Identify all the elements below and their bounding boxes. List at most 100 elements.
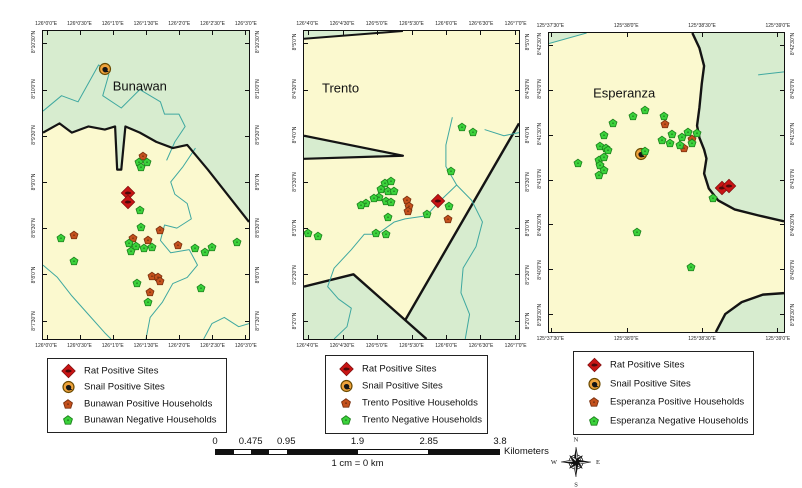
tick-mark	[780, 179, 784, 181]
latitude-label: 8°39'30"N	[537, 303, 543, 327]
negative-household-icon	[139, 244, 149, 253]
tick-mark	[304, 89, 308, 91]
tick-mark	[304, 135, 308, 137]
neg-marker	[599, 152, 608, 162]
tick-mark	[244, 335, 246, 339]
neg-marker	[147, 242, 157, 251]
longitude-label: 125°37'30"E	[536, 23, 565, 29]
neg-marker	[136, 162, 146, 172]
pos-marker	[138, 151, 148, 161]
negative-household-icon	[640, 146, 650, 156]
tick-mark	[780, 44, 784, 46]
map-title-bunawan: Bunawan	[112, 78, 167, 94]
latitude-label: 8°10'0"N	[255, 79, 261, 99]
negative-household-icon	[56, 233, 66, 242]
rat-positive-icon	[586, 357, 602, 373]
snail-positive-icon	[99, 62, 112, 75]
neg-marker	[444, 201, 454, 211]
negative-household-icon	[124, 238, 134, 247]
longitude-label: 126°5'30"E	[399, 21, 424, 27]
compass-rose: N E S W	[550, 436, 602, 488]
tick-mark	[113, 335, 115, 339]
negative-household-icon	[386, 176, 396, 186]
stream-line	[758, 72, 784, 75]
longitude-label: 125°38'0"E	[613, 23, 639, 29]
latitude-label: 8°9'30"N	[255, 125, 261, 146]
rat-positive-icon	[721, 178, 736, 194]
pos-marker	[660, 120, 670, 129]
neg-marker	[599, 130, 608, 140]
neg-marker	[708, 193, 718, 202]
map-title-trento: Trento	[322, 80, 360, 96]
boundary-line	[716, 293, 784, 332]
tick-mark	[43, 181, 47, 183]
tick-mark	[43, 228, 47, 230]
longitude-label: 126°0'0"E	[35, 21, 58, 27]
stream-line	[457, 185, 483, 339]
longitude-label: 126°0'30"E	[67, 343, 92, 349]
latitude-label: 8°8'0"N	[31, 266, 37, 284]
legend-label: Rat Positive Sites	[84, 365, 159, 377]
legend-item: Bunawan Negative Households	[48, 412, 226, 428]
negative-household-icon	[147, 242, 157, 251]
latitude-label: 8°4'0"N	[525, 127, 531, 144]
legend-label: Rat Positive Sites	[610, 359, 685, 371]
latitude-label: 8°8'30"N	[255, 218, 261, 239]
negative-household-icon	[686, 263, 696, 272]
tick-mark	[445, 31, 447, 35]
tick-mark	[245, 135, 249, 137]
legend-label: Trento Positive Households	[362, 397, 478, 409]
latitude-label: 8°40'0"N	[537, 260, 543, 280]
negative-household-icon	[457, 123, 467, 132]
negative-household-icon	[207, 242, 217, 251]
neg-marker	[468, 127, 478, 137]
legend-label: Snail Positive Sites	[84, 381, 165, 393]
longitude-label: 126°7'0"E	[504, 21, 527, 27]
neg-marker	[196, 283, 206, 293]
latitude-label: 8°8'0"N	[255, 266, 261, 284]
rat-marker	[721, 178, 736, 194]
positive-household-icon	[69, 230, 79, 239]
tick-mark	[551, 33, 553, 37]
tick-mark	[245, 228, 249, 230]
negative-household-icon	[356, 200, 366, 210]
positive-household-icon	[443, 214, 453, 224]
latitude-label: 8°10'30"N	[255, 31, 261, 54]
latitude-label: 8°2'30"N	[525, 265, 531, 285]
neg-marker	[131, 241, 141, 250]
negative-household-icon	[675, 140, 685, 150]
tick-mark	[43, 135, 47, 137]
neg-marker	[380, 178, 390, 188]
neg-marker	[200, 248, 209, 257]
negative-household-icon	[381, 229, 391, 238]
latitude-label: 8°40'30"N	[537, 213, 543, 236]
neg-marker	[457, 123, 467, 132]
tick-mark	[146, 31, 147, 35]
negative-household-icon	[63, 415, 73, 425]
map-panel-esperanza: Esperanza	[548, 32, 785, 333]
neg-marker	[190, 243, 200, 252]
map-geography	[43, 31, 249, 339]
pos-marker	[155, 277, 165, 286]
legend-label: Trento Negative Households	[362, 414, 483, 426]
latitude-label: 8°40'30"N	[790, 213, 796, 236]
latitude-label: 8°41'0"N	[790, 169, 796, 190]
negative-household-icon	[369, 193, 379, 203]
negative-household-icon	[640, 105, 650, 114]
land-area	[692, 33, 784, 222]
tick-mark	[515, 89, 519, 91]
stream-line	[485, 130, 519, 136]
tick-mark	[342, 31, 344, 35]
tick-mark	[47, 31, 49, 35]
latitude-label: 8°5'0"N	[292, 34, 298, 51]
tick-mark	[701, 33, 703, 37]
land-area	[43, 31, 249, 222]
tick-mark	[80, 335, 82, 339]
latitude-label: 8°3'30"N	[292, 172, 298, 192]
longitude-label: 126°4'0"E	[296, 343, 319, 349]
latitude-label: 8°9'30"N	[31, 125, 37, 146]
longitude-label: 126°1'0"E	[101, 21, 124, 27]
tick-mark	[776, 33, 778, 37]
negative-household-icon	[608, 118, 618, 128]
scalebar-number: 1.9	[350, 436, 365, 447]
